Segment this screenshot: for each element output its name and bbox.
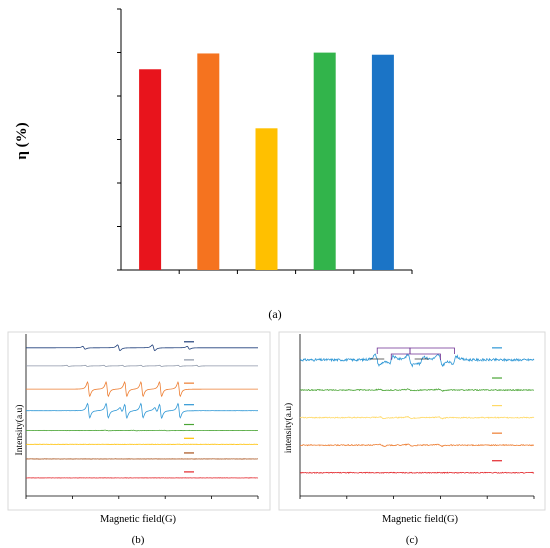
bar-ao [139, 69, 162, 270]
panel-c-spectra [299, 353, 535, 474]
panel-c-frame [278, 331, 546, 511]
epr-panel-c: Magnetic field(G) intensity(a.u) (c) [278, 331, 546, 546]
panel-c-y-axis-label: intensity(a.u) [283, 403, 294, 453]
panel-c-legend [492, 347, 502, 462]
spectrum-line-5min [299, 443, 535, 448]
panel-b-y-axis-label: Intensity(a.u) [14, 405, 25, 456]
epr-panel-b: Magnetic field(G) Intensity(a.u) (b) [7, 331, 271, 546]
panel-c-axes [299, 334, 535, 499]
spectrum-line-0min [299, 471, 535, 474]
panel-c-hyperfine-annotation [370, 347, 455, 360]
spectrum-line-dmpo-oh-simulation- [26, 344, 258, 352]
spectrum-line-15min-40mw [299, 353, 535, 368]
spectrum-line-dmpo-h-simulation- [26, 364, 258, 367]
hyperfine-bracket [409, 347, 455, 354]
spectrum-line-dmpo-alkyl-simulation- [26, 381, 258, 398]
spectrum-line-15min-2mw [25, 429, 259, 432]
panel-b-caption: (b) [132, 534, 145, 546]
panel-c-x-axis-label: Magnetic field(G) [382, 514, 459, 525]
bar-no-scavenger [371, 54, 394, 270]
bar-chart-axes [117, 8, 413, 274]
spectrum-line-10min [299, 415, 535, 420]
panel-b-axes [25, 334, 259, 499]
bar-chart-bars [139, 52, 394, 270]
bar-bq [255, 128, 278, 270]
panel-b-frame [7, 331, 271, 511]
bar-chart-panel: η (%) (a) [14, 8, 413, 321]
bar-sa [197, 53, 220, 270]
panel-a-caption: (a) [268, 307, 281, 321]
panel-b-x-axis-label: Magnetic field(G) [100, 514, 177, 525]
hyperfine-bracket [390, 353, 441, 360]
bar-ipa [313, 52, 336, 270]
panel-c-caption: (c) [406, 534, 419, 546]
panel-b-legend [184, 341, 194, 473]
spectrum-line-15min-2mw [299, 388, 535, 392]
panel-b-spectra [25, 344, 259, 479]
bar-chart-y-axis-label: η (%) [14, 122, 30, 159]
spectrum-line-15min-40mw [25, 402, 259, 420]
